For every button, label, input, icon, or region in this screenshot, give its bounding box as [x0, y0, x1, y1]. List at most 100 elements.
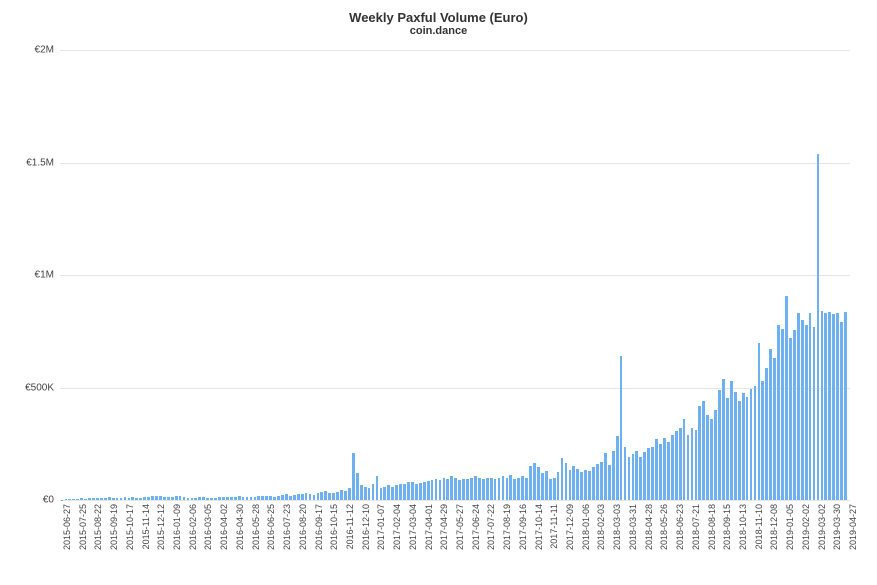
bar [474, 476, 477, 500]
bar [344, 491, 347, 500]
x-tick-label: 2018-09-15 [722, 504, 732, 550]
x-tick-label: 2018-04-28 [644, 504, 654, 550]
bar [824, 313, 827, 500]
x-tick-label: 2015-07-25 [78, 504, 88, 550]
bar [498, 478, 501, 501]
bar [624, 447, 627, 500]
bar [163, 497, 166, 500]
bar [557, 472, 560, 500]
bar [372, 484, 375, 500]
bar [620, 356, 623, 500]
bar [84, 499, 87, 500]
bar [309, 494, 312, 500]
bar [726, 398, 729, 500]
bar [143, 497, 146, 500]
bar [364, 487, 367, 501]
bar [108, 497, 111, 500]
bar [454, 478, 457, 501]
x-tick-label: 2018-02-03 [596, 504, 606, 550]
x-tick-label: 2016-10-15 [329, 504, 339, 550]
bar [348, 488, 351, 500]
bar [746, 397, 749, 501]
bar [147, 497, 150, 500]
bar [324, 491, 327, 500]
bar [320, 492, 323, 500]
bar [482, 479, 485, 500]
bar [289, 496, 292, 501]
bar [509, 475, 512, 500]
x-tick-label: 2019-03-02 [817, 504, 827, 550]
bar [663, 438, 666, 500]
bar [76, 499, 79, 500]
bar [443, 478, 446, 501]
bar [734, 392, 737, 500]
bar [702, 401, 705, 500]
x-tick-label: 2017-12-09 [565, 504, 575, 550]
x-tick-label: 2016-03-05 [203, 504, 213, 550]
bar [80, 498, 83, 500]
x-tick-label: 2018-01-06 [581, 504, 591, 550]
bar [246, 497, 249, 500]
y-tick-label: €500K [25, 382, 60, 393]
bar [604, 453, 607, 500]
bar-series [60, 50, 850, 500]
bar [423, 482, 426, 500]
bar [104, 498, 107, 500]
bar [545, 471, 548, 500]
bar [234, 497, 237, 500]
bar [533, 463, 536, 500]
bar [517, 478, 520, 501]
bar [198, 497, 201, 500]
bar [380, 488, 383, 500]
bar [691, 428, 694, 500]
bar [88, 498, 91, 500]
x-tick-label: 2017-11-11 [549, 504, 559, 549]
bar [490, 478, 493, 500]
bar [265, 496, 268, 500]
bar [328, 493, 331, 500]
bar [222, 497, 225, 500]
bar [96, 498, 99, 500]
x-tick-label: 2017-04-01 [424, 504, 434, 550]
bar [352, 453, 355, 500]
bar [387, 485, 390, 500]
bar [269, 496, 272, 500]
bar [139, 498, 142, 500]
bar [226, 497, 229, 500]
bar [722, 379, 725, 501]
volume-chart: Weekly Paxful Volume (Euro) coin.dance €… [0, 0, 877, 585]
bar [415, 484, 418, 500]
bar [439, 480, 442, 500]
bar [758, 343, 761, 501]
bar [202, 497, 205, 500]
bar [116, 498, 119, 500]
bar [635, 451, 638, 501]
bar [171, 497, 174, 500]
bar [553, 478, 556, 501]
bar [592, 467, 595, 500]
x-tick-label: 2017-03-04 [408, 504, 418, 550]
bar [285, 494, 288, 500]
bar [710, 419, 713, 500]
bar [718, 390, 721, 500]
bar [836, 313, 839, 500]
x-tick-label: 2016-04-30 [235, 504, 245, 550]
bar [506, 478, 509, 501]
x-tick-label: 2019-02-02 [801, 504, 811, 550]
bar [155, 496, 158, 500]
plot-area: €0€500K€1M€1.5M€2M 2015-06-272015-07-252… [60, 50, 850, 500]
bar [513, 479, 516, 500]
bar [261, 496, 264, 500]
bar [572, 466, 575, 500]
bar [655, 439, 658, 500]
bar [175, 496, 178, 500]
bar [112, 498, 115, 500]
bar [698, 406, 701, 501]
bar [431, 480, 434, 500]
bar [651, 447, 654, 500]
x-tick-label: 2015-08-22 [93, 504, 103, 550]
bar [131, 497, 134, 500]
bar [659, 444, 662, 500]
bar [789, 338, 792, 500]
bar [242, 497, 245, 500]
